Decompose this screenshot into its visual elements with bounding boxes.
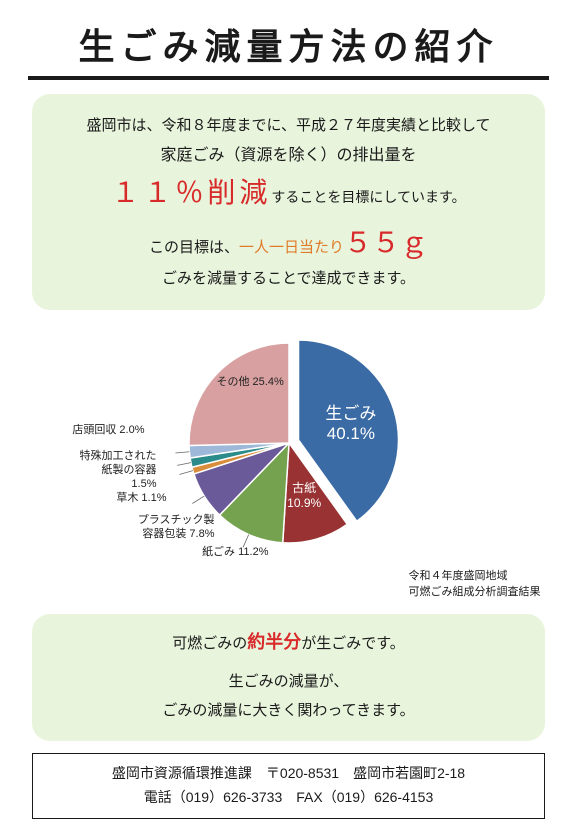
summary-panel: 可燃ごみの約半分が生ごみです。 生ごみの減量が、 ごみの減量に大きく関わってきま… — [32, 614, 545, 741]
slice-label: 古紙 — [292, 480, 316, 495]
leader-line — [179, 471, 192, 475]
summary-l2a: 生ごみの減量が、 — [229, 673, 349, 690]
summary-line2: 生ごみの減量が、 ごみの減量に大きく関わってきます。 — [50, 668, 527, 725]
label-tokushu: 特殊加工された 紙製の容器 1.5% — [80, 450, 157, 491]
label-kusaki: 草木 1.1% — [116, 492, 166, 506]
chart-source-note-l2: 可燃ごみ組成分析調査結果 — [409, 586, 541, 598]
chart-source-note-l1: 令和４年度盛岡地域 — [409, 570, 508, 582]
leader-line — [192, 496, 204, 503]
summary-l1-pre: 可燃ごみの — [172, 635, 247, 652]
intro-line5: ごみを減量することで達成できます。 — [50, 267, 527, 288]
label-plastic-l1: プラスチック製 — [138, 514, 215, 526]
intro-line3-tail: することを目標にしています。 — [271, 189, 465, 205]
chart-source-note: 令和４年度盛岡地域 可燃ごみ組成分析調査結果 — [409, 569, 541, 600]
label-kami: 紙ごみ 11.2% — [202, 546, 268, 560]
intro-big-red: １１％削減 — [111, 177, 271, 208]
contact-box: 盛岡市資源循環推進課 〒020-8531 盛岡市若園町2-18 電話（019）6… — [32, 753, 545, 819]
intro-55g: ５５ｇ — [344, 227, 428, 258]
slice-label-pct: 10.9% — [287, 496, 321, 510]
pie-chart: 生ごみ40.1% 古紙10.9% 紙ごみ 11.2% プラスチック製 容器包装 7… — [29, 322, 549, 612]
contact-line1: 盛岡市資源循環推進課 〒020-8531 盛岡市若園町2-18 — [43, 762, 534, 786]
page-title: 生ごみ減量方法の紹介 — [0, 0, 577, 74]
intro-line4-orange: 一人一日当たり — [239, 239, 344, 256]
label-tokushu-l2: 紙製の容器 — [102, 464, 157, 476]
summary-line1: 可燃ごみの約半分が生ごみです。 — [50, 628, 527, 654]
intro-line2: 家庭ごみ（資源を除く）の排出量を — [50, 141, 527, 165]
title-underline — [28, 76, 549, 80]
label-tokushu-l3: 1.5% — [131, 478, 156, 490]
summary-l1-post: が生ごみです。 — [301, 635, 405, 652]
summary-l1-red: 約半分 — [247, 632, 301, 652]
intro-line4-pre: この目標は、 — [149, 239, 239, 256]
slice-label: 生ごみ — [325, 404, 376, 423]
summary-l2b: ごみの減量に大きく関わってきます。 — [162, 702, 414, 719]
intro-line3: １１％削減することを目標にしています。 — [50, 171, 527, 211]
slice-label-pct: 40.1% — [326, 424, 374, 443]
label-plastic: プラスチック製 容器包装 7.8% — [138, 514, 215, 542]
pie-slice — [189, 343, 289, 446]
intro-line4: この目標は、一人一日当たり５５ｇ — [50, 221, 527, 261]
intro-panel: 盛岡市は、令和８年度までに、平成２７年度実績と比較して 家庭ごみ（資源を除く）の… — [32, 94, 545, 310]
label-tokushu-l1: 特殊加工された — [80, 450, 157, 462]
contact-line2: 電話（019）626-3733 FAX（019）626-4153 — [43, 786, 534, 810]
leader-line — [177, 463, 191, 466]
label-plastic-l2: 容器包装 7.8% — [142, 528, 214, 540]
label-tentou: 店頭回収 2.0% — [72, 424, 144, 438]
intro-line1: 盛岡市は、令和８年度までに、平成２７年度実績と比較して — [50, 114, 527, 135]
label-sonota: その他 25.4% — [217, 376, 284, 390]
leader-line — [175, 452, 189, 453]
